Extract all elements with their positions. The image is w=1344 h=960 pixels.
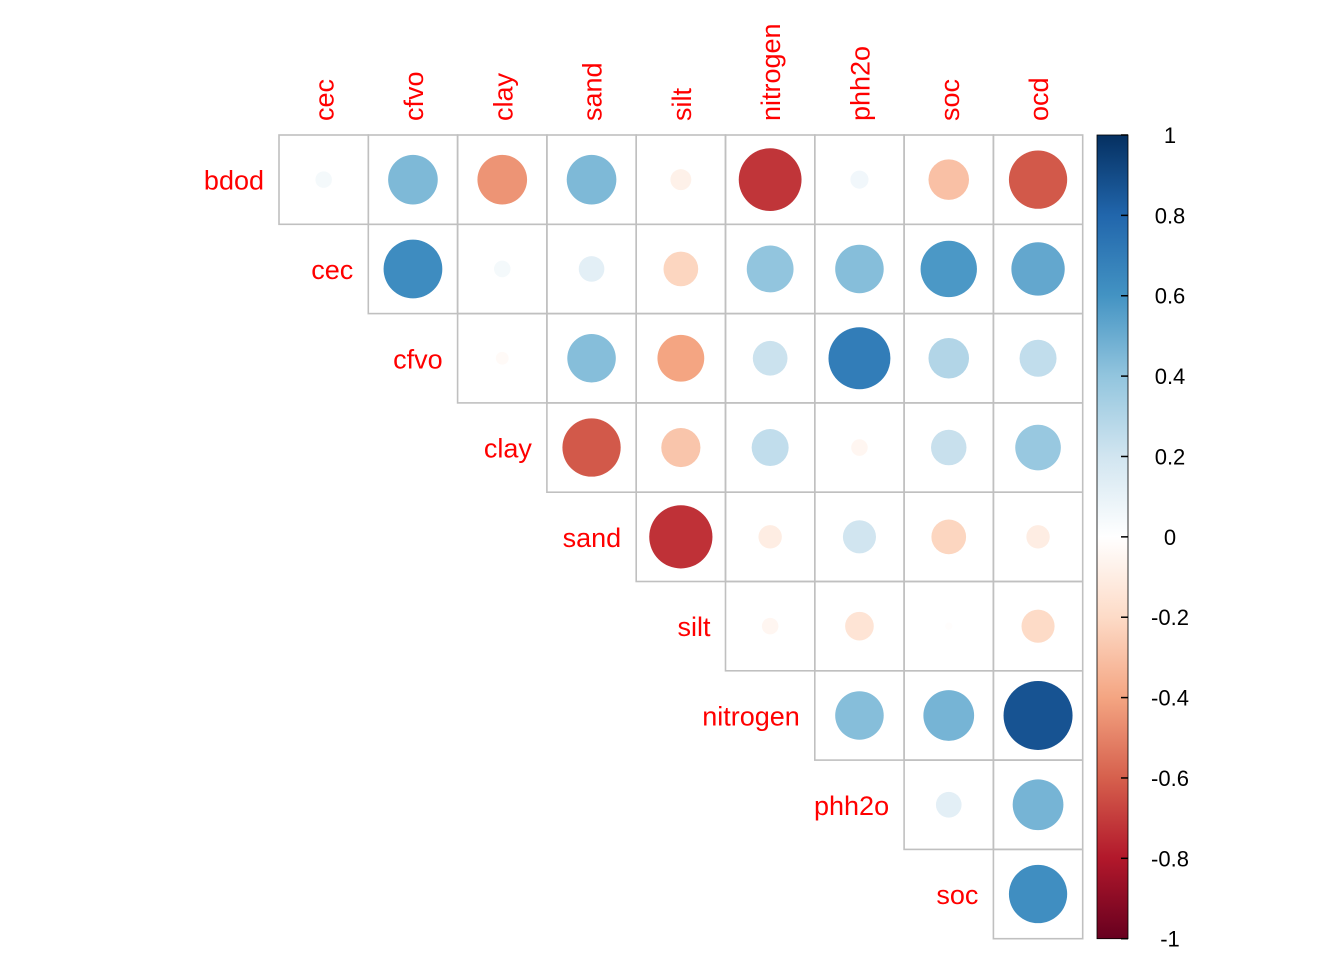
colorbar-tick-label: -0.6 <box>1151 766 1189 791</box>
colorbar-tick-label: 0.6 <box>1155 284 1186 309</box>
correlation-circle <box>761 617 779 635</box>
correlation-circle <box>1011 242 1065 296</box>
row-label: nitrogen <box>702 701 800 731</box>
correlation-circle <box>663 251 699 287</box>
column-label: silt <box>667 88 697 121</box>
color-legend: 1 0.8 0.6 0.4 0.2 0 -0.2 -0.4 -0.6 -0.8 -1 <box>1096 123 1189 952</box>
colorbar-tick-label: -0.8 <box>1151 846 1189 871</box>
correlation-circle <box>315 171 332 188</box>
correlation-circle <box>842 520 876 554</box>
row-label: soc <box>936 880 978 910</box>
correlation-circle <box>388 154 438 205</box>
correlation-circle <box>1008 150 1068 209</box>
correlation-circle <box>828 327 891 390</box>
correlation-circle <box>751 429 789 467</box>
grid-cell <box>992 848 1084 940</box>
column-label: sand <box>578 62 608 121</box>
correlation-circle <box>945 622 953 630</box>
row-label: cfvo <box>393 344 443 374</box>
column-label: nitrogen <box>756 23 786 121</box>
correlation-circle <box>928 159 970 200</box>
correlation-circle <box>931 429 967 466</box>
correlation-circle <box>495 351 509 365</box>
correlation-circle <box>1012 779 1064 831</box>
correlation-circle <box>851 439 868 456</box>
correlation-circle <box>661 427 701 468</box>
colorbar-tick-label: 0.4 <box>1155 364 1186 389</box>
row-label: silt <box>678 612 711 642</box>
correlation-circle <box>1015 424 1061 471</box>
correlation-circle <box>1019 339 1057 377</box>
column-label: cfvo <box>399 71 429 121</box>
colorbar-tick-label: 0.8 <box>1155 203 1186 228</box>
correlation-circle <box>923 690 975 741</box>
correlation-circle <box>670 169 692 191</box>
correlation-circle <box>1008 864 1068 924</box>
correlation-circle <box>578 256 605 282</box>
colorbar-tick-label: 0 <box>1164 525 1176 550</box>
correlation-circle <box>931 519 967 555</box>
column-label: soc <box>935 79 965 121</box>
grid-cells <box>278 134 1084 940</box>
correlation-circle <box>566 154 617 205</box>
correlation-circle <box>845 611 874 641</box>
correlation-circle <box>835 244 884 294</box>
row-label: phh2o <box>814 791 889 821</box>
colorbar-tick-label: 0.2 <box>1155 444 1186 469</box>
correlation-circle <box>850 170 869 189</box>
row-label: cec <box>311 255 353 285</box>
colorbar-tick-label: -1 <box>1160 927 1180 952</box>
row-label: clay <box>484 434 533 464</box>
row-label: sand <box>563 523 622 553</box>
correlation-circle <box>1026 525 1050 549</box>
correlation-circle <box>746 245 794 293</box>
correlation-circles <box>315 148 1073 924</box>
correlation-circle <box>562 418 621 477</box>
correlation-circle <box>835 691 884 740</box>
correlation-circle <box>920 240 977 298</box>
colorbar-tick-label: -0.2 <box>1151 605 1189 630</box>
correlation-circle <box>649 505 713 569</box>
row-label: bdod <box>204 166 264 196</box>
correlation-circle <box>758 525 782 549</box>
colorbar-tick-label: -0.4 <box>1151 686 1189 711</box>
correlation-circle <box>567 333 616 383</box>
correlation-circle <box>1003 680 1073 750</box>
correlation-circle <box>383 239 443 299</box>
column-label: ocd <box>1024 77 1054 121</box>
column-label: cec <box>310 79 340 121</box>
correlation-circle <box>477 154 528 205</box>
variable-labels: bdod cec cfvo clay sand silt nitrogen phh2o soc c… <box>204 23 1054 910</box>
correlation-circle <box>928 337 970 379</box>
correlation-circle <box>738 148 802 212</box>
correlation-circle <box>935 791 962 818</box>
correlation-circle <box>493 260 511 278</box>
correlation-circle <box>752 340 788 376</box>
colorbar-tick-label: 1 <box>1164 123 1176 148</box>
correlation-circle <box>657 334 705 382</box>
column-label: clay <box>488 72 518 121</box>
correlation-circle <box>1021 609 1055 643</box>
column-label: phh2o <box>845 46 875 121</box>
